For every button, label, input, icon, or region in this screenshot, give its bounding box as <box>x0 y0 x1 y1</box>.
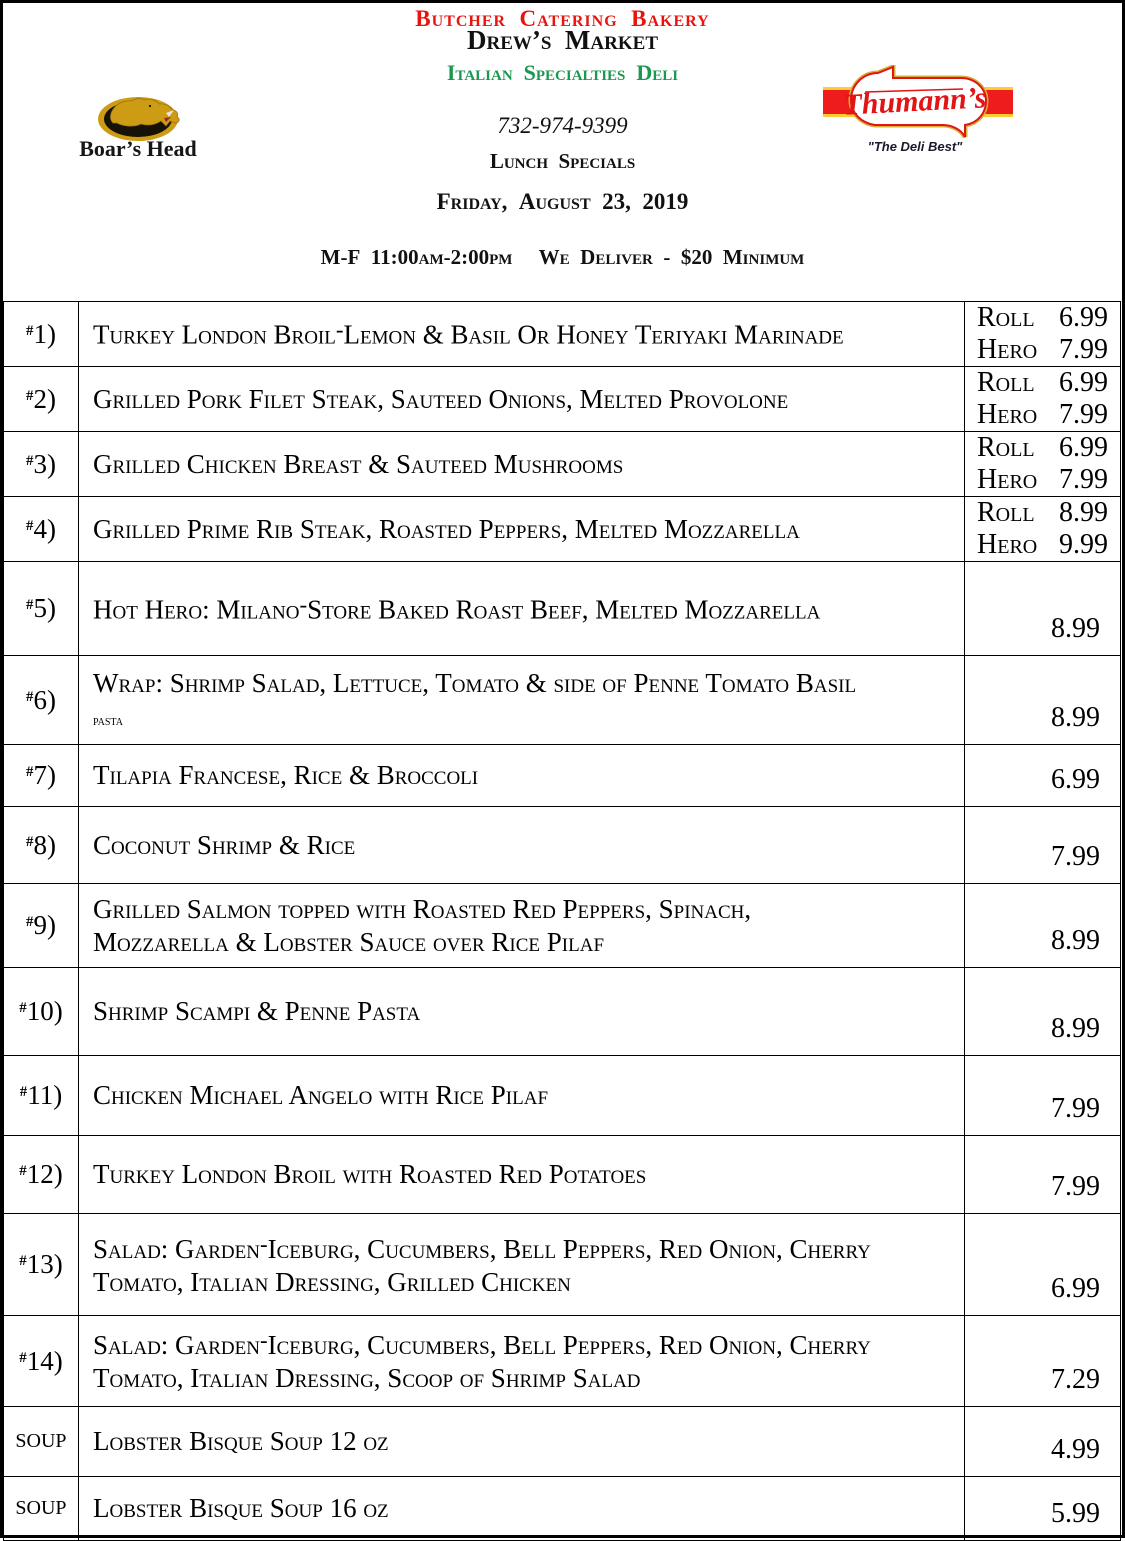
svg-text:"The Deli Best": "The Deli Best" <box>868 139 964 154</box>
svg-text:Boar’s Head: Boar’s Head <box>79 136 197 161</box>
